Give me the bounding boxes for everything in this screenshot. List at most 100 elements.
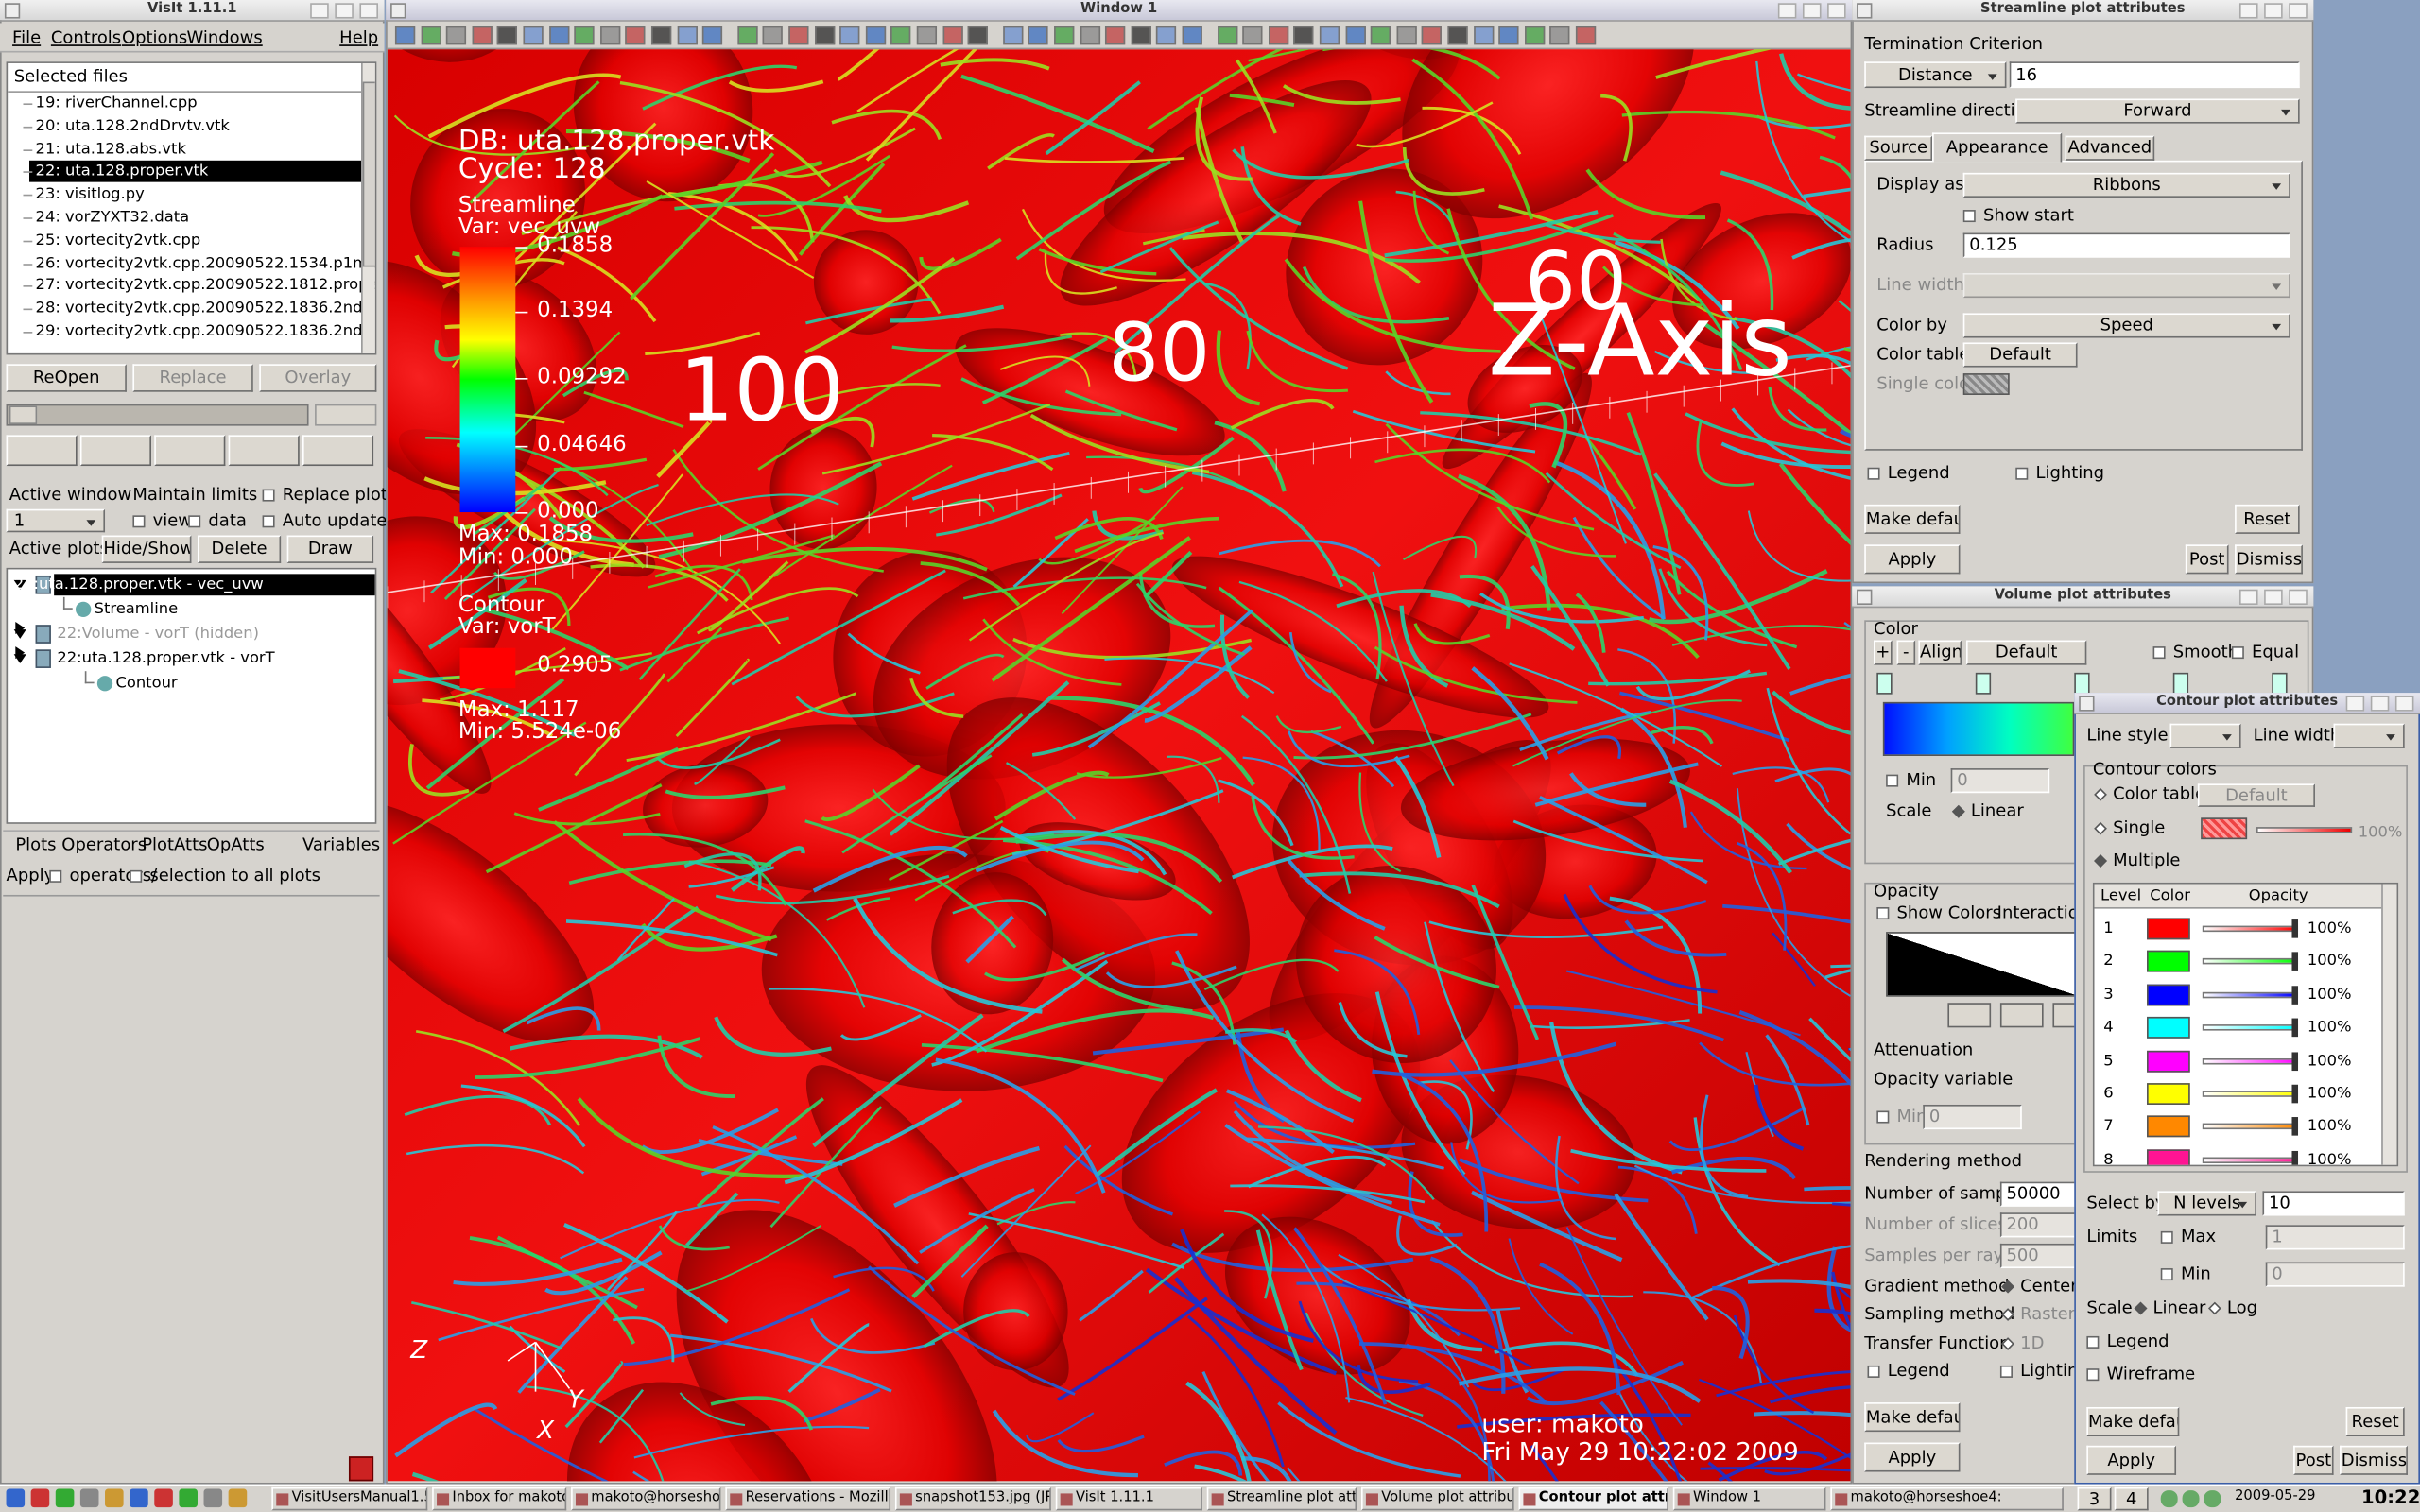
window-control[interactable] (2370, 696, 2390, 712)
checkbox[interactable] (1867, 1365, 1880, 1378)
desktop-button[interactable]: 4 (2114, 1486, 2149, 1511)
level-opacity-slider[interactable] (2202, 1057, 2299, 1064)
toolbar-button[interactable] (1293, 26, 1315, 45)
tray-icon[interactable] (2204, 1490, 2221, 1508)
checkbox[interactable] (1886, 774, 1899, 787)
taskbar-item[interactable]: Volume plot attributes (1361, 1486, 1514, 1511)
toolbar-button[interactable] (1396, 26, 1417, 45)
toolbar-button[interactable] (1575, 26, 1597, 45)
window-control[interactable] (2394, 696, 2414, 712)
tab[interactable]: Appearance (1932, 132, 2063, 163)
button[interactable]: ReOpen (6, 364, 127, 392)
checkbox[interactable] (2086, 1368, 2100, 1382)
level-opacity-slider[interactable] (2202, 1091, 2299, 1097)
ramp-mode-button[interactable] (1999, 1003, 2044, 1028)
text-input[interactable]: 16 (2009, 61, 2300, 89)
button[interactable]: Make default (2086, 1406, 2180, 1436)
taskbar-item[interactable]: Reservations - Mozilla (725, 1486, 891, 1511)
window-control[interactable] (310, 3, 329, 19)
file-item[interactable]: 25: vortecity2vtk.cpp (35, 232, 201, 249)
label[interactable]: Legend (1887, 462, 1950, 483)
checkbox[interactable] (262, 489, 275, 502)
toolbar-button[interactable] (1080, 26, 1100, 45)
launcher-icon[interactable] (179, 1488, 198, 1508)
color-swatch[interactable] (1962, 373, 2010, 395)
label[interactable]: Equal (2252, 642, 2300, 662)
slider-handle[interactable] (2291, 1051, 2299, 1071)
checkbox[interactable] (2160, 1268, 2173, 1281)
tray-icon[interactable] (2160, 1490, 2178, 1508)
toolbar-button[interactable] (1002, 26, 1024, 45)
window-control[interactable] (2264, 3, 2283, 19)
menu-item[interactable]: Options (121, 27, 188, 48)
toolbar-button[interactable] (1319, 26, 1340, 45)
button[interactable]: Dismiss (2235, 544, 2303, 575)
checkbox[interactable] (2086, 1335, 2100, 1349)
window-control[interactable] (2264, 589, 2283, 605)
toolbar-button[interactable] (1549, 26, 1571, 45)
label[interactable]: Log (2226, 1297, 2258, 1318)
menu-item[interactable]: Variables (302, 834, 381, 855)
plot-item[interactable]: Contour (115, 675, 178, 693)
checkbox[interactable] (188, 515, 201, 528)
slider-handle[interactable] (2291, 1117, 2299, 1137)
menu-item[interactable]: OpAtts (206, 834, 265, 855)
label[interactable]: Auto update (282, 510, 388, 531)
window-control[interactable] (1777, 3, 1797, 19)
button[interactable]: Align (1918, 640, 1962, 665)
dropdown[interactable] (2169, 723, 2241, 748)
close-button[interactable] (4, 3, 21, 19)
vcr-button[interactable] (154, 435, 226, 467)
close-button[interactable] (1857, 589, 1873, 605)
taskbar-item[interactable]: VisIt 1.11.1 (1055, 1486, 1202, 1511)
launcher-icon[interactable] (105, 1488, 124, 1508)
taskbar-item[interactable]: VisitUsersManual1.5.p (271, 1486, 428, 1511)
taskbar-item[interactable]: Contour plot attribu (1518, 1486, 1668, 1511)
dropdown[interactable]: 1 (6, 508, 106, 533)
button[interactable]: Reset (2345, 1406, 2405, 1436)
time-slider[interactable] (6, 404, 309, 426)
button[interactable]: Delete (197, 535, 282, 563)
button[interactable]: Apply (1864, 1442, 1961, 1472)
slider-handle[interactable] (2291, 1150, 2299, 1165)
label[interactable]: view (152, 510, 193, 531)
slider-handle[interactable] (2291, 985, 2299, 1005)
checkbox[interactable] (1876, 1110, 1890, 1124)
launcher-icon[interactable] (30, 1488, 50, 1508)
button[interactable]: Hide/Show (101, 535, 192, 563)
plot-item[interactable]: 22:uta.128.proper.vtk - vec_uvw (13, 576, 264, 593)
launcher-icon[interactable] (79, 1488, 99, 1508)
color-control-point[interactable] (2272, 672, 2288, 695)
toolbar-button[interactable] (1371, 26, 1392, 45)
button[interactable]: Post (2185, 544, 2229, 575)
checkbox[interactable] (1867, 467, 1880, 480)
file-item[interactable]: 26: vortecity2vtk.cpp.20090522.1534.p1m1… (35, 254, 377, 272)
toolbar-button[interactable] (763, 26, 784, 45)
level-opacity-slider[interactable] (2202, 1157, 2299, 1163)
level-opacity-slider[interactable] (2202, 925, 2299, 933)
launcher-icon[interactable] (203, 1488, 223, 1508)
label[interactable]: Multiple (2113, 850, 2181, 870)
tray-icon[interactable] (2182, 1490, 2200, 1508)
toolbar-button[interactable] (548, 26, 569, 45)
checkbox[interactable] (132, 515, 146, 528)
color-control-point[interactable] (1975, 672, 1992, 695)
checkbox[interactable] (49, 869, 62, 883)
text-input[interactable]: 0 (2265, 1262, 2405, 1287)
menu-item[interactable]: Windows (186, 27, 263, 48)
level-opacity-slider[interactable] (2202, 991, 2299, 998)
toolbar-button[interactable] (599, 26, 620, 45)
toolbar-button[interactable] (1524, 26, 1545, 45)
checkbox[interactable] (262, 515, 275, 528)
close-button[interactable] (390, 3, 406, 19)
file-item[interactable]: 24: vorZYXT32.data (35, 209, 190, 227)
dropdown[interactable] (2333, 723, 2405, 748)
window-control[interactable] (1827, 3, 1846, 19)
text-input[interactable]: 0 (1950, 768, 2050, 794)
taskbar-item[interactable]: Window 1 (1672, 1486, 1826, 1511)
file-item[interactable]: 29: vortecity2vtk.cpp.20090522.1836.2ndD… (35, 323, 377, 340)
expand-arrow[interactable] (15, 646, 26, 660)
taskbar-item[interactable]: Inbox for makoto@tac (432, 1486, 567, 1511)
text-input[interactable]: 0.125 (1962, 232, 2290, 258)
window-control[interactable] (1802, 3, 1822, 19)
